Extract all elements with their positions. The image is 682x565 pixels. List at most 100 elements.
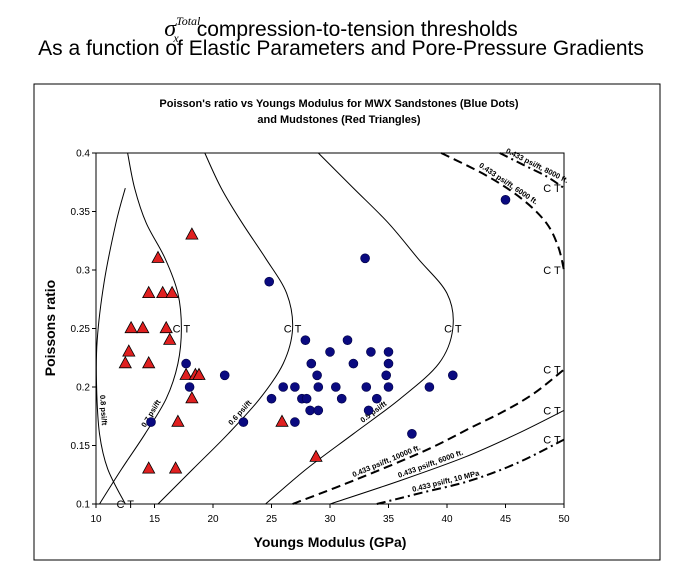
- sandstone-point: [313, 382, 324, 392]
- threshold-curve: [265, 152, 454, 505]
- sandstone-point: [381, 370, 392, 381]
- sandstone-point: [366, 347, 376, 357]
- y-tick-label: 0.4: [76, 149, 90, 160]
- y-axis-title: Poissons ratio: [42, 280, 58, 376]
- sandstone-point: [146, 417, 156, 427]
- mudstone-point: [136, 320, 150, 334]
- mudstone-point: [118, 355, 132, 369]
- sigma-subscript: x: [173, 31, 179, 45]
- sandstone-point: [330, 382, 341, 392]
- sandstone-point: [383, 347, 394, 357]
- compression-tension-marker: C T: [444, 324, 462, 336]
- threshold-curve: [292, 368, 565, 505]
- y-tick-label: 0.3: [76, 266, 90, 277]
- threshold-curve: [499, 152, 565, 189]
- sandstone-point: [348, 358, 359, 369]
- mudstone-point: [142, 461, 156, 474]
- mudstone-point: [163, 332, 177, 345]
- sandstone-point: [363, 405, 374, 416]
- compression-tension-marker: C T: [284, 324, 302, 336]
- sandstone-point: [342, 335, 353, 346]
- data-points: [118, 195, 511, 474]
- mudstone-point: [165, 285, 179, 299]
- mudstone-point: [171, 414, 185, 427]
- mudstone-point: [275, 414, 289, 427]
- y-tick-label: 0.15: [71, 441, 91, 452]
- y-tick-label: 0.35: [71, 207, 91, 218]
- slide-title: σTotal x compression-to-tension thresholds…: [0, 6, 682, 62]
- sandstone-point: [383, 358, 394, 369]
- sigma-symbol: σ: [164, 16, 177, 42]
- sandstone-point: [306, 358, 317, 369]
- sandstone-point: [305, 405, 315, 416]
- sandstone-point: [181, 358, 191, 369]
- title-line-1: σTotal x compression-to-tension thresholds: [0, 6, 682, 45]
- x-tick-label: 40: [441, 514, 453, 525]
- mudstone-point: [179, 367, 193, 380]
- sandstone-point: [371, 393, 382, 404]
- sandstone-point: [313, 405, 324, 416]
- x-tick-label: 30: [324, 514, 336, 525]
- mudstone-point: [309, 449, 323, 462]
- mudstone-point: [156, 285, 170, 299]
- mudstone-point: [185, 391, 199, 404]
- x-axis-title: Youngs Modulus (GPa): [254, 534, 407, 550]
- curve-label: 0.8 psi/ft: [98, 395, 109, 426]
- mudstone-point: [168, 461, 183, 474]
- x-tick-label: 15: [149, 514, 161, 525]
- compression-tension-marker: C T: [543, 183, 561, 195]
- sandstone-point: [360, 253, 370, 264]
- y-tick-label: 0.1: [76, 500, 90, 511]
- mudstone-point: [124, 320, 138, 334]
- mudstone-point: [151, 250, 165, 263]
- title-line-2: As a function of Elastic Parameters and …: [38, 37, 644, 60]
- sigma-superscript: Total: [176, 14, 201, 28]
- sandstone-point: [312, 370, 322, 381]
- sandstone-point: [361, 382, 372, 392]
- compression-tension-marker: C T: [543, 364, 561, 376]
- mudstone-point: [142, 355, 156, 369]
- x-tick-label: 20: [207, 514, 219, 525]
- sandstone-point: [500, 195, 511, 205]
- chart-title: Poisson's ratio vs Youngs Modulus for MW…: [159, 98, 518, 110]
- x-tick-label: 25: [266, 514, 278, 525]
- compression-tension-marker: C T: [173, 324, 191, 336]
- compression-tension-marker: C T: [543, 435, 561, 447]
- x-tick-label: 50: [558, 514, 570, 525]
- sandstone-point: [219, 370, 230, 381]
- sandstone-point: [184, 382, 195, 392]
- y-tick-label: 0.25: [71, 324, 91, 335]
- compression-tension-marker: C T: [543, 265, 561, 277]
- sandstone-point: [278, 382, 289, 392]
- threshold-curve: [157, 152, 294, 505]
- sandstone-point: [238, 417, 249, 427]
- chart-subtitle: and Mudstones (Red Triangles): [257, 114, 421, 126]
- y-tick-label: 0.2: [76, 383, 90, 394]
- x-tick-label: 35: [383, 514, 395, 525]
- mudstone-point: [122, 344, 136, 357]
- threshold-curve: [329, 409, 565, 505]
- threshold-curve: [99, 152, 182, 505]
- compression-tension-marker: C T: [116, 499, 134, 511]
- sandstone-point: [424, 382, 435, 392]
- compression-tension-marker: C T: [543, 405, 561, 417]
- x-tick-label: 10: [90, 514, 102, 525]
- mudstone-point: [185, 227, 199, 240]
- sandstone-point: [325, 347, 335, 357]
- sandstone-point: [290, 417, 300, 427]
- mudstone-point: [142, 285, 156, 299]
- mudstone-point: [192, 367, 206, 380]
- sandstone-point: [383, 382, 394, 392]
- mudstone-point: [159, 320, 173, 334]
- sandstone-point: [290, 382, 300, 392]
- axes: 10 15 20 25 30 35 40 45 50 0.1 0.15 0.2 0.25 0.3 0.35 0…: [71, 149, 570, 526]
- x-tick-label: 45: [500, 514, 512, 525]
- threshold-curve: [376, 438, 565, 505]
- sandstone-point: [266, 393, 277, 404]
- chart-area: [33, 83, 661, 561]
- sandstone-point: [407, 428, 417, 439]
- sandstone-point: [300, 335, 311, 346]
- sandstone-point: [264, 276, 275, 287]
- sandstone-point: [447, 370, 458, 381]
